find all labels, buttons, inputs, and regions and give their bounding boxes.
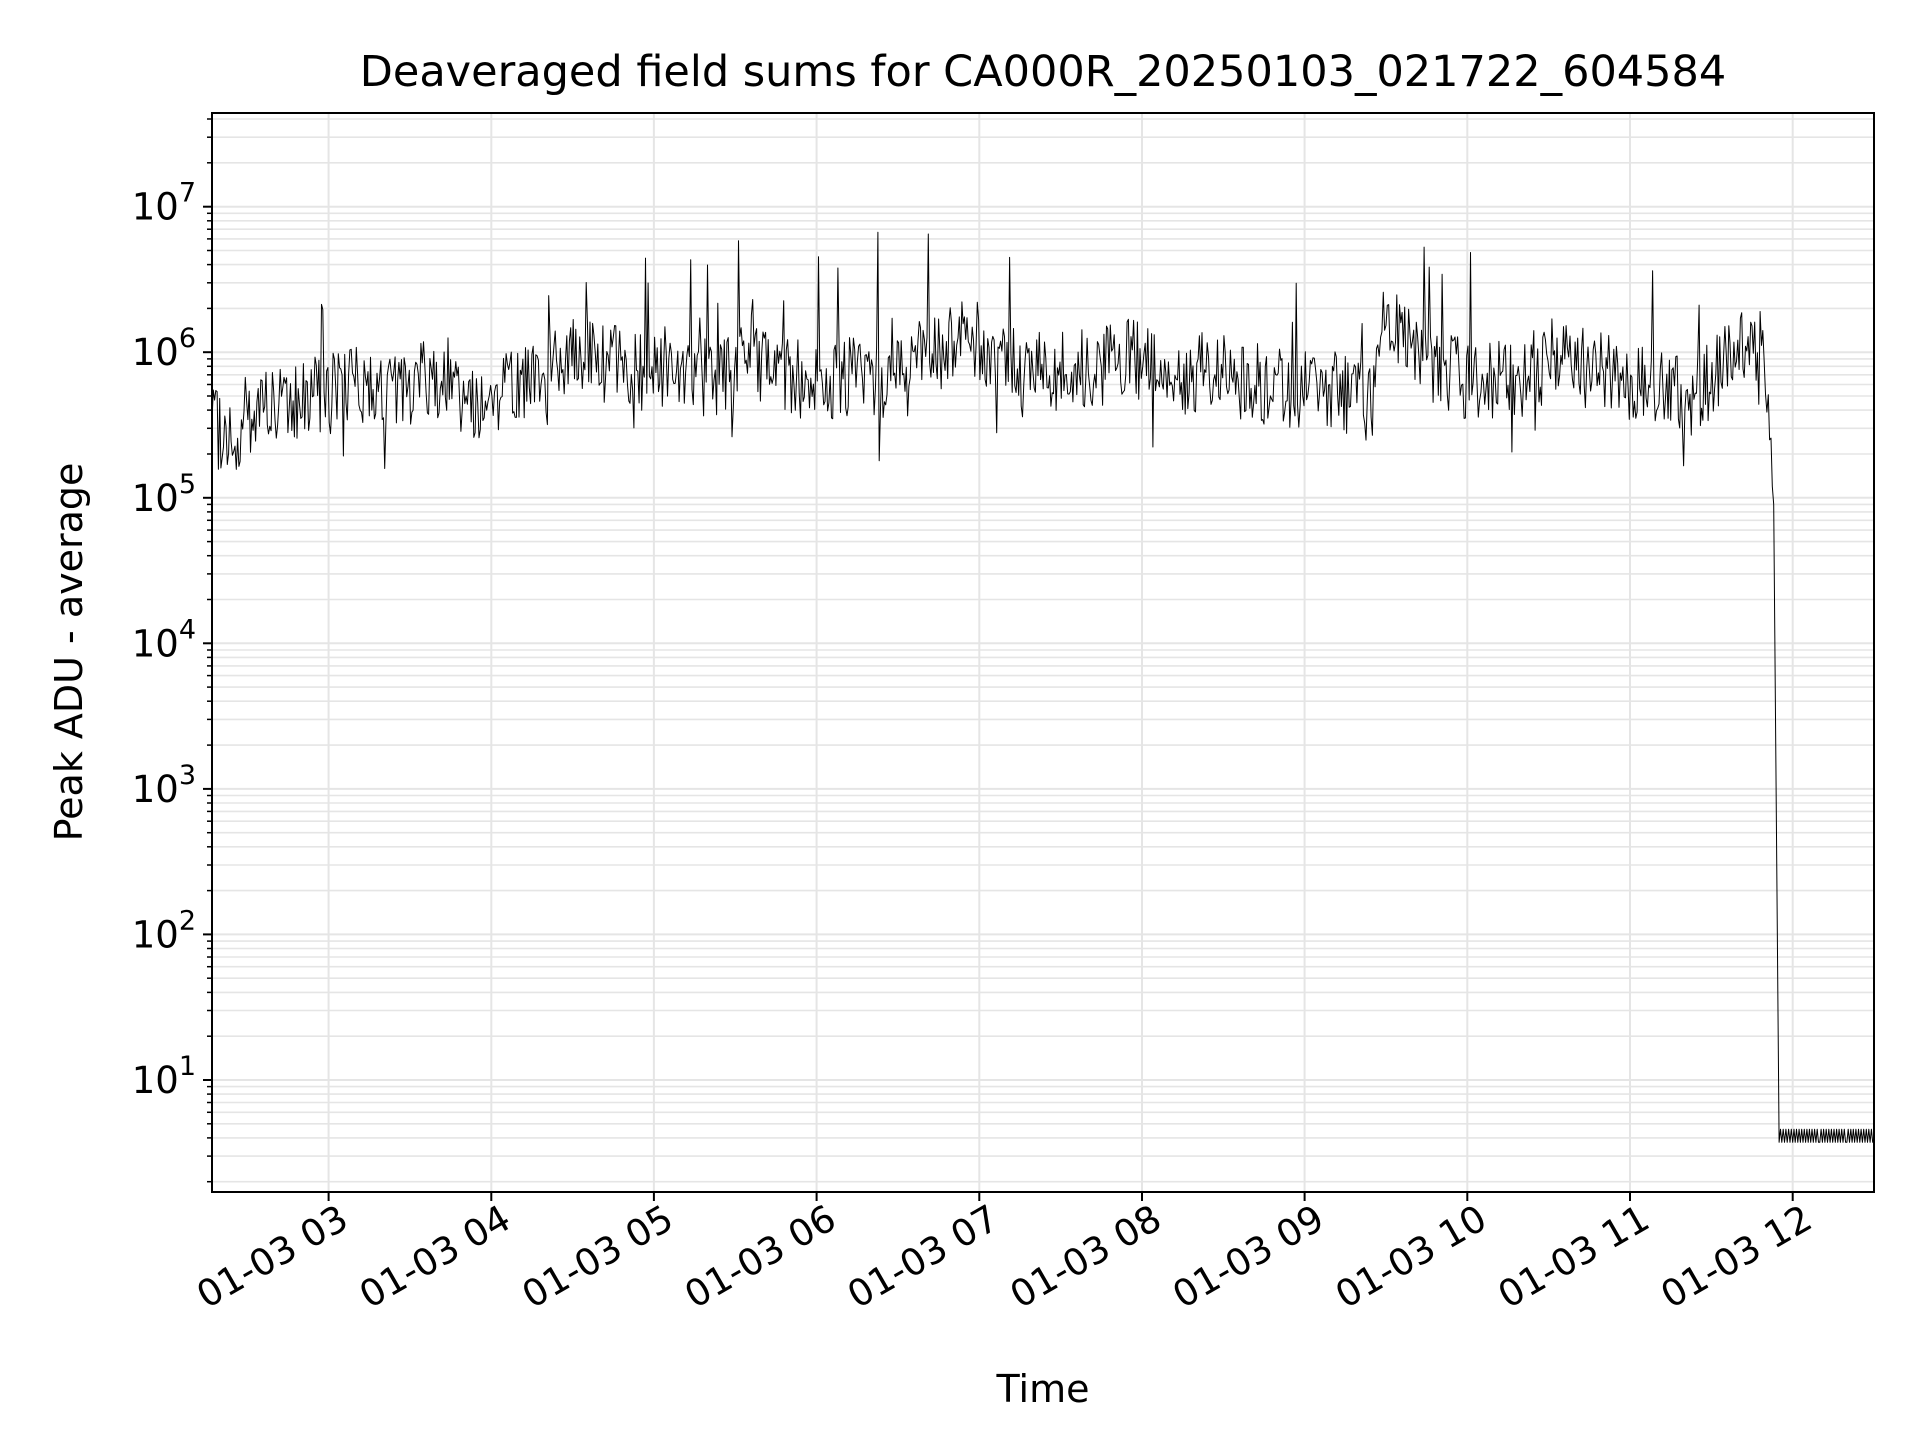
y-tick-exponent: 7 — [179, 178, 196, 209]
y-tick-label: 105 — [132, 469, 196, 520]
y-tick-base: 10 — [132, 913, 179, 956]
y-tick-base: 10 — [132, 1059, 179, 1102]
y-tick-base: 10 — [132, 622, 179, 665]
x-axis-label: Time — [996, 1367, 1090, 1411]
chart-title: Deaveraged field sums for CA000R_2025010… — [360, 47, 1726, 97]
y-tick-exponent: 6 — [179, 323, 196, 354]
y-tick-exponent: 5 — [179, 469, 196, 500]
y-tick-exponent: 2 — [179, 905, 196, 936]
grid-lines — [212, 113, 1874, 1192]
y-tick-exponent: 4 — [179, 614, 196, 645]
y-tick-label: 106 — [132, 323, 196, 374]
y-tick-exponent: 1 — [179, 1051, 196, 1082]
y-tick-label: 101 — [132, 1051, 196, 1102]
y-tick-label: 107 — [132, 178, 196, 229]
y-axis-label: Peak ADU - average — [47, 463, 91, 842]
series-line — [211, 231, 1875, 1143]
y-tick-base: 10 — [132, 331, 179, 374]
y-tick-label: 103 — [132, 760, 196, 811]
data-layer — [211, 231, 1875, 1143]
y-tick-exponent: 3 — [179, 760, 196, 791]
y-tick-label: 102 — [132, 905, 196, 956]
y-tick-base: 10 — [132, 477, 179, 520]
y-tick-base: 10 — [132, 768, 179, 811]
y-tick-label: 104 — [132, 614, 196, 665]
y-tick-base: 10 — [132, 186, 179, 229]
plot-frame — [211, 112, 1875, 1193]
